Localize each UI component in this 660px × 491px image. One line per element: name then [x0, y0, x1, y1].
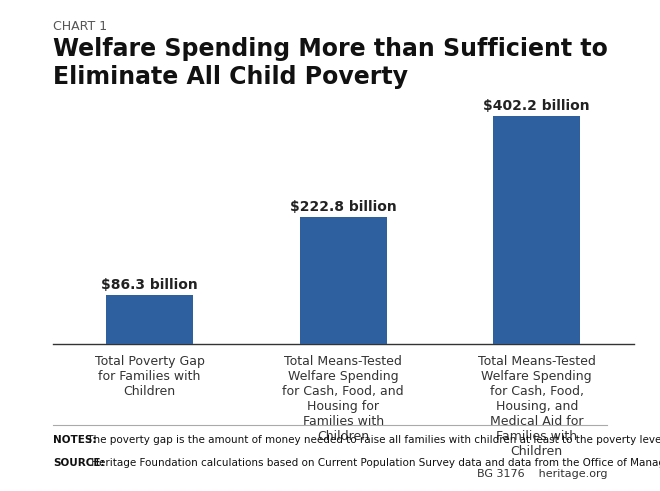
Bar — [106, 295, 193, 344]
Text: $86.3 billion: $86.3 billion — [101, 278, 198, 292]
Bar — [493, 115, 580, 344]
Bar — [300, 218, 387, 344]
Text: NOTES:: NOTES: — [53, 435, 96, 444]
Text: $222.8 billion: $222.8 billion — [290, 200, 397, 215]
Text: SOURCE:: SOURCE: — [53, 458, 104, 468]
Text: CHART 1: CHART 1 — [53, 20, 107, 32]
Text: BG 3176    heritage.org: BG 3176 heritage.org — [477, 469, 607, 479]
Text: The poverty gap is the amount of money needed to raise all families with childre: The poverty gap is the amount of money n… — [84, 435, 660, 444]
Text: Heritage Foundation calculations based on Current Population Survey data and dat: Heritage Foundation calculations based o… — [88, 458, 660, 468]
Text: $402.2 billion: $402.2 billion — [484, 99, 590, 112]
Text: Welfare Spending More than Sufficient to Eliminate All Child Poverty: Welfare Spending More than Sufficient to… — [53, 37, 608, 88]
